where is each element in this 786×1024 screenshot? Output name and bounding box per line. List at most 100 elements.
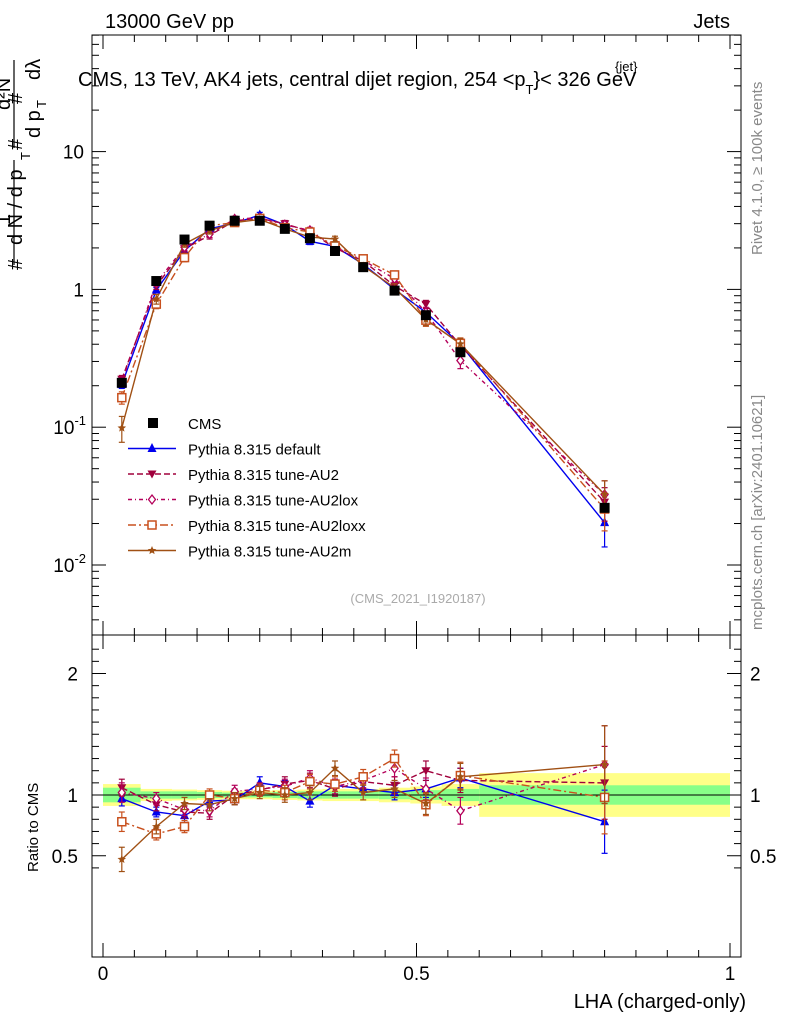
legend-label-cms: CMS	[188, 416, 221, 433]
ratio-3-point-8	[330, 779, 340, 789]
cms-data-point-11	[420, 310, 431, 321]
cms-data-point-2	[179, 234, 190, 245]
series-line-2	[121, 217, 606, 496]
ratio-4-point-8	[330, 763, 340, 772]
legend-marker-1	[147, 470, 157, 479]
ratio-series-lines	[121, 757, 605, 860]
main-panel: 10-2 10-1 1 10 CMS, 13 TeV, AK4 jets, centr…	[0, 34, 742, 636]
main-y-axis: 10-2 10-1 1 10	[53, 34, 741, 621]
legend-marker-3	[147, 520, 157, 530]
cms-data-point-10	[389, 285, 400, 296]
ratio-4-point-12	[456, 772, 465, 781]
ratio-4-point-1	[152, 822, 161, 831]
svg-text:1: 1	[0, 214, 15, 225]
ratio-4-point-7	[305, 788, 315, 797]
legend-label-2: Pythia 8.315 tune-AU2lox	[188, 493, 359, 510]
ratio-4-point-10	[390, 784, 399, 793]
series-4-point-8	[330, 234, 340, 243]
ratio-y-tick-label-right-0: 0.5	[750, 847, 776, 868]
svg-text:#: #	[5, 92, 27, 104]
series-2-point-12	[456, 355, 465, 367]
legend-label-3: Pythia 8.315 tune-AU2loxx	[188, 518, 366, 535]
svg-text:dλ: dλ	[23, 59, 45, 80]
mcplots-label: mcplots.cern.ch [arXiv:2401.10621]	[749, 395, 766, 630]
main-y-tick-label-2: 1	[73, 280, 84, 301]
cms-data-point-7	[304, 233, 315, 244]
cms-data-point-5	[254, 215, 265, 226]
cms-data-point-0	[116, 377, 127, 388]
title-tail: }< 326 GeV	[533, 69, 637, 91]
series-line-3	[121, 217, 606, 510]
ratio-panel: 0.5 0.51 12 2 0 0.5 1 Ratio to CMS LHA (charg…	[25, 634, 776, 1013]
legend-marker-cms	[148, 418, 158, 428]
legend: CMS Pythia 8.315 default Pythia 8.315 tune…	[128, 416, 366, 561]
ratio-y-tick-label-1: 1	[67, 786, 78, 807]
legend-marker-0	[147, 443, 157, 452]
svg-text:d p: d p	[23, 110, 45, 138]
ratio-4-point-11	[421, 799, 431, 808]
series-4-point-1	[152, 294, 161, 303]
ratio-y-axis-label: Ratio to CMS	[25, 783, 42, 872]
cms-data-point-8	[329, 245, 340, 256]
ratio-3-point-10	[389, 753, 400, 764]
series-4-point-13	[600, 490, 609, 499]
svg-text:d N / d p: d N / d p	[5, 169, 27, 245]
plot-title: CMS, 13 TeV, AK4 jets, central dijet reg…	[78, 59, 638, 97]
main-y-tick-label-1: 10-1	[53, 413, 86, 439]
cms-data-point-1	[151, 276, 162, 287]
svg-text:CMS, 13 TeV, AK4 jets, central: CMS, 13 TeV, AK4 jets, central dijet reg…	[78, 69, 637, 97]
cms-data-point-3	[204, 220, 215, 231]
main-y-axis-label: # d N / d p T 1 # d p T # dλ d²N	[0, 59, 49, 270]
x-tick-label-1: 0.5	[403, 964, 429, 985]
svg-text:T: T	[18, 152, 33, 160]
ratio-3-point-9	[358, 772, 368, 782]
cms-data-point-4	[229, 215, 240, 226]
main-series-markers	[116, 209, 610, 548]
cms-data-point-12	[455, 347, 466, 358]
ratio-3-point-7	[305, 776, 315, 787]
ratio-1-point-11	[421, 767, 431, 776]
main-x-ticks	[102, 35, 731, 635]
x-tick-label-2: 1	[725, 964, 736, 985]
ratio-y-tick-label-2: 2	[67, 665, 78, 686]
series-1-point-11	[421, 300, 431, 309]
ratio-4-point-6	[280, 790, 290, 799]
ratio-2-point-0	[117, 787, 127, 799]
ratio-4-point-9	[358, 788, 368, 797]
legend-marker-4	[147, 546, 157, 555]
ratio-line-1	[121, 769, 605, 814]
cms-data-point-9	[358, 262, 369, 273]
ratio-4-point-2	[180, 799, 189, 808]
header-collision-label: 13000 GeV pp	[105, 11, 234, 33]
x-tick-label-0: 0	[98, 964, 109, 985]
ratio-4-point-0	[117, 854, 127, 863]
series-4-point-0	[117, 423, 127, 432]
main-y-tick-label-0: 10-2	[53, 551, 86, 577]
rivet-version-label: Rivet 4.1.0, ≥ 100k events	[749, 82, 766, 255]
svg-text:d²N: d²N	[0, 78, 15, 110]
ratio-4-point-4	[230, 794, 239, 803]
ratio-3-point-3	[204, 790, 215, 800]
series-3-point-2	[179, 252, 190, 263]
cms-data-point-13	[599, 502, 610, 513]
ratio-4-point-5	[255, 788, 264, 797]
ratio-2-point-12	[456, 805, 465, 817]
legend-label-4: Pythia 8.315 tune-AU2m	[188, 544, 351, 561]
x-axis-label: LHA (charged-only)	[574, 991, 746, 1013]
header-category-label: Jets	[693, 11, 730, 33]
ratio-3-point-2	[179, 821, 190, 832]
ratio-4-point-13	[600, 760, 609, 769]
title-subscript: T	[526, 82, 534, 97]
ratio-4-point-3	[205, 800, 214, 809]
legend-marker-2	[147, 493, 157, 506]
series-4-point-12	[456, 339, 465, 348]
ratio-series-markers	[117, 725, 610, 873]
ratio-y-tick-label-right-2: 2	[750, 665, 761, 686]
ratio-y-axis: 0.5 0.5 1 1 2 2	[52, 648, 776, 869]
svg-text:#: #	[5, 138, 27, 150]
legend-label-1: Pythia 8.315 tune-AU2	[188, 467, 339, 484]
series-3-point-0	[117, 392, 127, 403]
ratio-2-point-1	[151, 793, 161, 805]
ratio-line-4	[121, 763, 605, 860]
